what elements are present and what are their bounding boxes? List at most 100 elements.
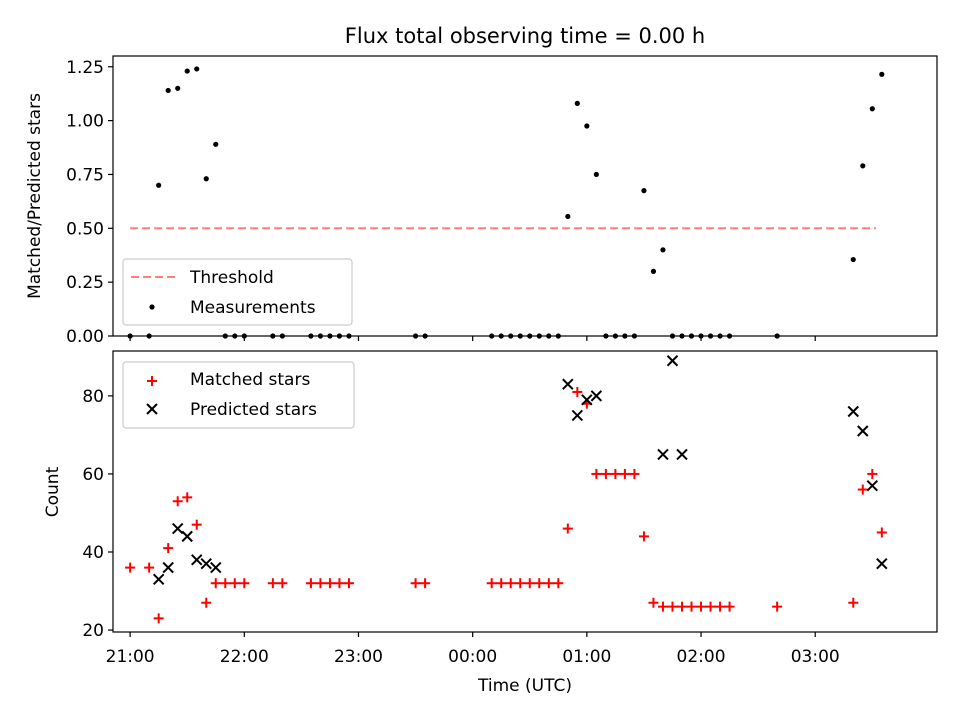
predicted-stars-point	[210, 561, 222, 574]
matched-stars-point	[848, 597, 859, 608]
matched-stars-point	[191, 519, 202, 530]
matched-stars-point	[420, 578, 431, 589]
predicted-stars-point	[562, 378, 574, 390]
measurement-point	[156, 182, 162, 188]
matched-stars-point	[553, 578, 564, 589]
legend-predicted-label: Predicted stars	[190, 400, 317, 420]
measurement-point	[593, 171, 599, 178]
predicted-stars-point	[581, 394, 593, 406]
bottom-x-tick-label: 01:00	[562, 647, 611, 667]
bottom-x-axis: 21:00 22:00 23:00 00:00 01:00 02:00 03:00	[106, 632, 840, 667]
bottom-x-tick-label: 22:00	[220, 647, 269, 667]
matched-stars-point	[153, 613, 164, 624]
legend-threshold-label: Threshold	[189, 268, 274, 288]
chart-title: Flux total observing time = 0.00 h	[345, 24, 705, 48]
bottom-y-tick-label: 20	[82, 621, 104, 641]
measurement-point	[584, 123, 590, 129]
top-y-tick-label: 0.75	[66, 165, 104, 185]
measurement-point	[184, 68, 190, 74]
predicted-stars-point	[876, 557, 888, 570]
matched-stars-point	[534, 578, 545, 589]
predicted-stars-point	[162, 561, 174, 574]
matched-stars-point	[638, 531, 649, 542]
matched-stars-point	[182, 492, 193, 503]
matched-stars-point	[172, 496, 183, 507]
predicted-stars-point	[200, 557, 212, 570]
top-y-tick-label: 0.50	[66, 219, 104, 239]
matched-stars-point	[505, 578, 516, 589]
top-y-tick-label: 1.00	[66, 112, 104, 132]
measurement-point	[194, 66, 200, 72]
matched-stars-point	[610, 468, 621, 479]
predicted-stars-point	[866, 479, 879, 492]
matched-stars-point	[667, 601, 678, 612]
top-y-tick-label: 0.25	[66, 273, 104, 293]
predicted-stars-point	[171, 522, 184, 535]
legend-measurements-label: Measurements	[190, 298, 316, 318]
matched-stars-point	[201, 597, 212, 608]
matched-stars-point	[515, 578, 526, 589]
matched-stars-point	[629, 468, 640, 479]
top-y-tick-label: 1.25	[66, 58, 104, 78]
matched-stars-point	[876, 527, 887, 538]
bottom-y-tick-label: 60	[82, 465, 104, 485]
matched-stars-point	[591, 468, 602, 479]
predicted-stars-point	[181, 530, 193, 543]
top-y-axis-label: Matched/Predicted stars	[25, 93, 45, 299]
bottom-y-tick-label: 80	[82, 387, 104, 407]
bottom-y-axis-label: Count	[43, 466, 63, 517]
predicted-stars-point	[590, 390, 603, 402]
measurement-point	[650, 268, 657, 274]
predicted-stars-point	[676, 448, 688, 461]
legend-measurements-swatch	[149, 304, 155, 310]
matched-stars-point	[163, 543, 174, 554]
matched-stars-point	[676, 601, 687, 612]
measurement-point	[565, 213, 571, 220]
matched-stars-point	[210, 578, 221, 589]
matched-stars-point	[144, 562, 155, 573]
top-x-axis	[129, 336, 816, 341]
predicted-stars-point	[847, 405, 859, 418]
predicted-stars-point	[666, 355, 679, 367]
bottom-panel: 20 40 60 80 21:00 22:00 23:00 00:00 01:00 02:00 0…	[43, 350, 938, 696]
predicted-stars-point	[191, 554, 203, 566]
matched-stars-point	[543, 578, 554, 589]
bottom-x-tick-label: 23:00	[334, 647, 383, 667]
top-legend: Threshold Measurements	[122, 258, 353, 326]
matched-stars-point	[600, 468, 611, 479]
matched-stars-point	[686, 601, 697, 612]
legend-predicted-swatch	[146, 403, 158, 415]
matched-stars-point	[657, 601, 668, 612]
measurement-point	[879, 71, 885, 77]
matched-stars-point	[343, 578, 354, 589]
predicted-stars-point	[657, 448, 669, 461]
measurement-point	[203, 176, 209, 182]
matched-stars-point	[486, 578, 497, 589]
measurement-point	[574, 100, 580, 106]
measurement-point	[175, 85, 181, 91]
measurement-point	[860, 163, 866, 169]
matched-stars-point	[315, 578, 326, 589]
bottom-x-tick-label: 21:00	[106, 647, 155, 667]
matched-stars-point	[496, 578, 507, 589]
matched-stars-point	[857, 484, 868, 495]
matched-stars-point	[705, 601, 716, 612]
matched-stars-point	[410, 578, 421, 589]
bottom-marks	[125, 355, 888, 624]
matched-stars-point	[562, 523, 573, 534]
matched-stars-point	[696, 601, 707, 612]
matched-stars-point	[229, 578, 240, 589]
matched-stars-point	[524, 578, 535, 589]
predicted-stars-point	[857, 425, 869, 437]
bottom-x-axis-label: Time (UTC)	[477, 676, 572, 696]
matched-stars-point	[867, 468, 878, 479]
measurement-point	[165, 87, 171, 94]
top-marks	[127, 66, 885, 339]
measurement-point	[869, 106, 875, 112]
top-y-axis: 0.00 0.25 0.50 0.75 1.00 1.25	[66, 58, 113, 347]
bottom-y-tick-label: 40	[82, 543, 104, 563]
bottom-legend: Matched stars Predicted stars	[122, 361, 355, 429]
matched-stars-point	[324, 578, 335, 589]
